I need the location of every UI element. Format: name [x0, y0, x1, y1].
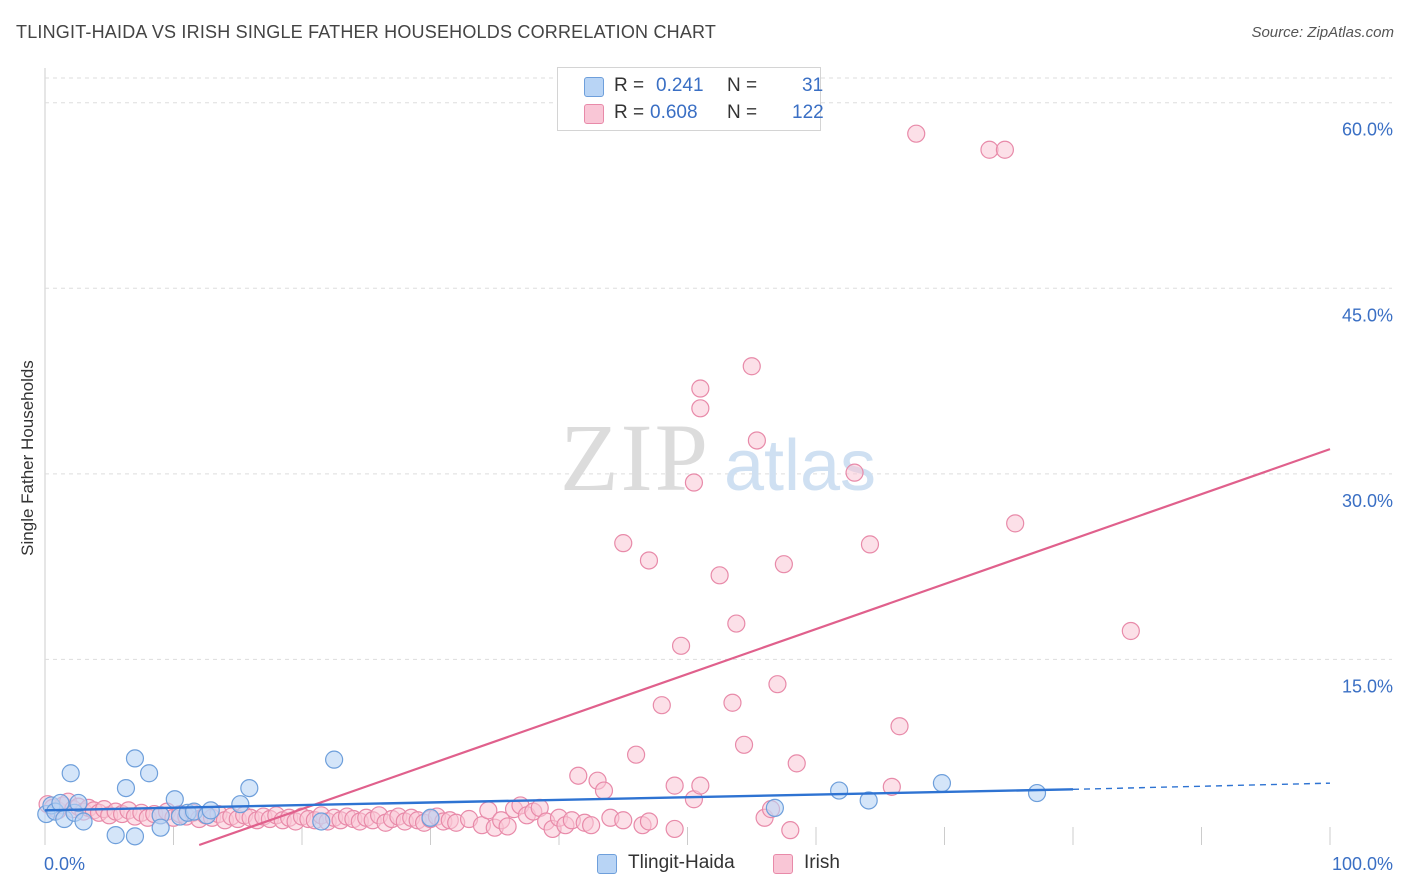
legend-r-label: R =: [614, 102, 645, 123]
irish-point: [710, 566, 729, 585]
irish-point: [882, 777, 901, 796]
tlingit-haida-point: [165, 790, 184, 809]
y-tick-label: 30.0%: [1342, 491, 1393, 511]
tlingit-haida-point: [201, 801, 220, 820]
irish-point: [684, 473, 704, 492]
irish-point: [1006, 514, 1025, 533]
irish-point: [691, 379, 710, 398]
axis-tick-labels: 15.0% 30.0% 45.0% 60.0% 0.0% 100.0%: [44, 120, 1393, 874]
irish-point: [614, 534, 633, 553]
x-tick-label-max: 100.0%: [1332, 854, 1393, 874]
irish-point: [665, 776, 684, 795]
irish-point: [860, 535, 880, 554]
irish-point: [691, 776, 710, 795]
trend-lines: [44, 448, 1331, 847]
tlingit-haida-point: [830, 781, 849, 800]
tlingit-haida-point: [765, 798, 784, 817]
tlingit-haida-point: [116, 778, 136, 798]
tlingit-haida-point: [231, 795, 250, 814]
series-swatch-irish: [773, 854, 793, 874]
irish-point: [742, 357, 761, 376]
tlingit-haida-trend-line: [44, 788, 1074, 812]
tlingit-haida-point: [312, 812, 331, 831]
irish-point: [890, 717, 909, 736]
irish-point: [614, 811, 633, 830]
x-tick-label-min: 0.0%: [44, 854, 85, 874]
irish-point: [980, 140, 999, 159]
irish-point: [652, 696, 671, 715]
irish-point: [569, 766, 588, 785]
plot-grid: [44, 68, 1392, 845]
irish-point: [723, 693, 742, 712]
legend-n-value: 31: [802, 75, 824, 96]
irish-point: [626, 745, 646, 764]
irish-point: [845, 463, 864, 482]
legend-n-label: N =: [727, 102, 758, 123]
irish-point: [671, 636, 691, 655]
tlingit-haida-point: [69, 793, 88, 813]
irish-point: [691, 399, 710, 418]
tlingit-haida-point: [125, 749, 145, 768]
tlingit-haida-point: [859, 791, 878, 810]
legend-r-label: R =: [614, 75, 645, 96]
irish-point: [734, 735, 754, 754]
series-label-irish: Irish: [804, 852, 840, 873]
irish-point: [1121, 621, 1140, 641]
legend-r-value: 0.241: [656, 75, 704, 96]
irish-point: [498, 817, 517, 836]
irish-point: [995, 140, 1014, 159]
tlingit-haida-point: [421, 808, 440, 827]
legend-n-value: 122: [792, 102, 824, 123]
irish-point: [582, 816, 601, 835]
irish-points: [38, 124, 1140, 840]
irish-point: [774, 555, 793, 574]
irish-point: [665, 819, 684, 839]
tlingit-haida-point: [151, 818, 170, 837]
irish-point: [594, 781, 614, 800]
tlingit-haida-trend-extension: [1072, 782, 1331, 791]
tlingit-haida-point: [139, 764, 159, 783]
chart-title: TLINGIT-HAIDA VS IRISH SINGLE FATHER HOU…: [16, 22, 717, 42]
irish-point: [781, 821, 800, 840]
irish-point: [639, 551, 659, 570]
y-tick-label: 15.0%: [1342, 676, 1393, 696]
watermark: ZIP atlas: [560, 404, 876, 511]
irish-point: [639, 812, 659, 831]
tlingit-haida-point: [240, 778, 259, 798]
irish-point: [768, 675, 787, 694]
y-tick-label: 60.0%: [1342, 120, 1393, 140]
tlingit-haida-point: [125, 827, 145, 846]
source-label: Source: ZipAtlas.com: [1251, 24, 1394, 41]
irish-point: [787, 754, 806, 773]
tlingit-haida-point: [1027, 783, 1047, 803]
watermark-zip: ZIP: [560, 404, 710, 511]
series-label-tlingit-haida: Tlingit-Haida: [628, 852, 735, 873]
legend-n-label: N =: [727, 75, 758, 96]
tlingit-haida-point: [74, 812, 93, 831]
irish-point: [907, 124, 926, 143]
legend-r-value: 0.608: [650, 102, 698, 123]
tlingit-haida-point: [325, 750, 344, 769]
tlingit-haida-point: [106, 826, 125, 845]
tlingit-haida-point: [932, 774, 952, 793]
correlation-legend: R = 0.241 N = 31 R = 0.608 N = 122: [557, 67, 824, 131]
series-swatch-tlingit-haida: [597, 854, 617, 874]
irish-point: [727, 614, 746, 633]
legend-swatch-irish: [584, 104, 604, 124]
tlingit-haida-points: [37, 749, 1047, 846]
irish-point: [747, 431, 766, 450]
legend-swatch-tlingit-haida: [584, 77, 604, 97]
y-tick-label: 45.0%: [1342, 305, 1393, 325]
tlingit-haida-point: [61, 764, 80, 783]
irish-trend-line: [198, 448, 1331, 847]
